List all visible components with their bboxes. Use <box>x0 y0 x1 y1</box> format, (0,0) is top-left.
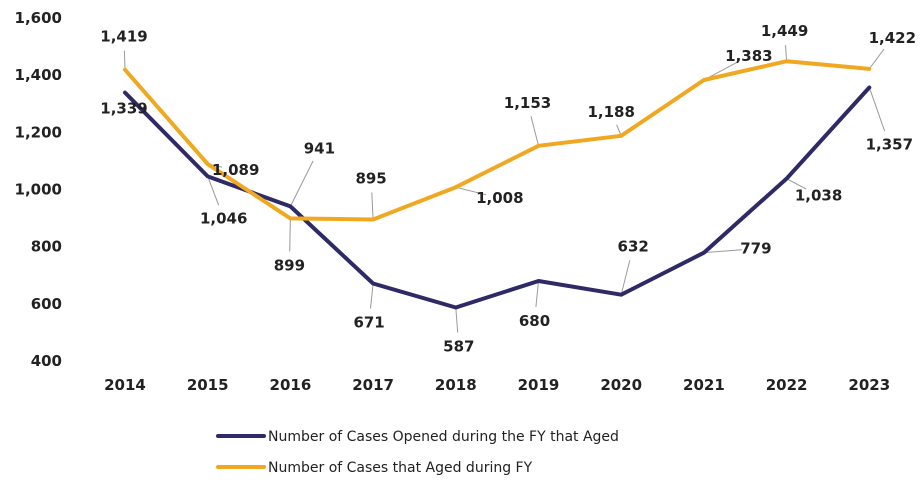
data-label-leader <box>289 218 291 252</box>
data-label-leader <box>786 178 807 190</box>
data-label-leader <box>868 87 886 132</box>
data-label-aged: 1,153 <box>504 94 551 112</box>
legend-label-opened: Number of Cases Opened during the FY tha… <box>268 429 619 445</box>
y-tick-label: 1,200 <box>15 123 62 141</box>
data-label-opened: 1,046 <box>200 209 247 227</box>
y-tick-label: 1,600 <box>15 9 62 27</box>
data-label-aged: 1,422 <box>869 29 916 47</box>
x-tick-label: 2015 <box>187 376 229 394</box>
y-tick-label: 400 <box>31 352 62 370</box>
data-label-opened: 941 <box>304 139 335 157</box>
data-label-opened: 587 <box>443 338 474 356</box>
legend-item-aged: Number of Cases that Aged during FY <box>216 460 533 476</box>
data-label-opened: 1,038 <box>795 187 842 205</box>
y-tick-label: 600 <box>31 295 62 313</box>
x-tick-label: 2020 <box>600 376 642 394</box>
data-label-opened: 680 <box>519 312 550 330</box>
data-label-opened: 1,339 <box>100 100 147 118</box>
legend: Number of Cases Opened during the FY tha… <box>216 429 619 476</box>
data-label-leader <box>289 160 314 207</box>
data-label-aged: 895 <box>355 170 386 188</box>
series-line-aged <box>123 59 872 222</box>
x-tick-label: 2018 <box>435 376 477 394</box>
data-label-aged: 1,383 <box>725 47 772 65</box>
legend-item-opened: Number of Cases Opened during the FY tha… <box>216 429 619 445</box>
x-axis: 2014 2015 2016 2017 2018 2019 2020 2021 2022 2023 <box>104 376 890 394</box>
x-tick-label: 2019 <box>518 376 560 394</box>
data-label-leader <box>207 176 220 206</box>
series-lines <box>123 59 872 310</box>
data-label-opened: 632 <box>618 238 649 256</box>
x-tick-label: 2014 <box>104 376 146 394</box>
x-tick-label: 2021 <box>683 376 725 394</box>
x-tick-label: 2023 <box>848 376 890 394</box>
data-label-aged: 1,188 <box>587 103 634 121</box>
data-label-leader <box>123 50 126 70</box>
x-tick-label: 2017 <box>352 376 394 394</box>
data-label-leader <box>370 283 374 309</box>
data-label-leader <box>620 260 631 295</box>
x-tick-label: 2016 <box>270 376 312 394</box>
data-label-leader <box>535 280 539 308</box>
data-label-aged: 1,449 <box>761 22 808 40</box>
data-label-aged: 899 <box>274 256 305 274</box>
x-tick-label: 2022 <box>766 376 808 394</box>
data-label-leader <box>868 48 885 70</box>
y-tick-label: 1,000 <box>15 181 62 199</box>
data-label-leader <box>785 45 788 62</box>
data-labels: 1,339 1,046 941 671 587 680 632 779 1,038 1,357 1,… <box>100 22 916 355</box>
y-tick-label: 800 <box>31 238 62 256</box>
data-label-opened: 779 <box>740 240 771 258</box>
data-label-opened: 671 <box>353 314 384 332</box>
legend-label-aged: Number of Cases that Aged during FY <box>268 460 533 476</box>
data-label-leader <box>455 307 459 333</box>
data-label-aged: 1,089 <box>212 161 259 179</box>
data-label-aged: 1,008 <box>476 189 523 207</box>
data-label-leader <box>455 186 487 196</box>
data-label-opened: 1,357 <box>866 136 913 154</box>
y-axis: 400 600 800 1,000 1,200 1,400 1,600 <box>15 9 62 370</box>
data-label-leader <box>371 192 374 220</box>
y-tick-label: 1,400 <box>15 66 62 84</box>
data-label-leader <box>703 249 742 254</box>
data-label-aged: 1,419 <box>100 28 147 46</box>
data-label-leader <box>530 116 539 146</box>
